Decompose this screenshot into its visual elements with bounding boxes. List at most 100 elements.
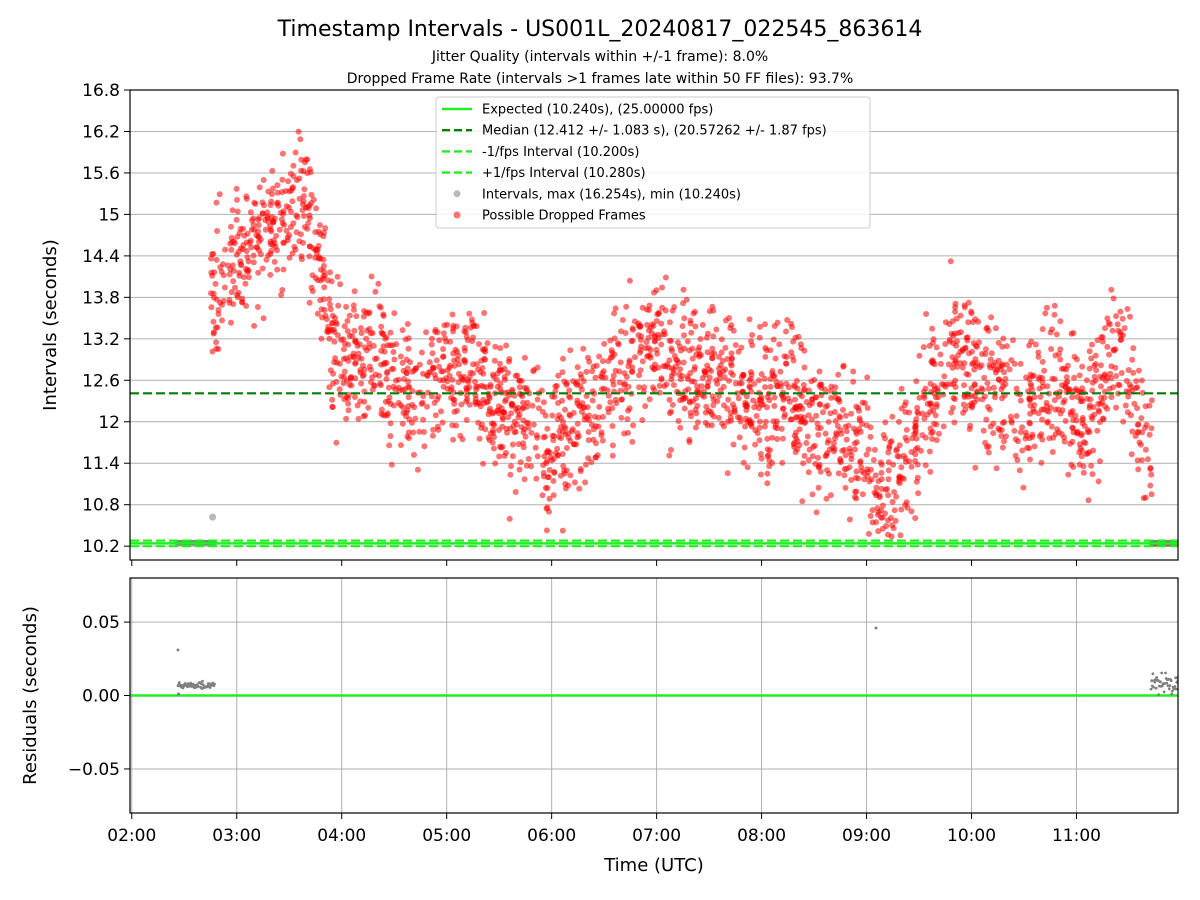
dropped-frame-point bbox=[267, 271, 274, 278]
dropped-frame-point bbox=[329, 312, 336, 319]
dropped-frame-point bbox=[494, 383, 501, 390]
dropped-frame-point bbox=[301, 213, 307, 219]
dropped-frame-point bbox=[1023, 374, 1030, 381]
dropped-frame-point bbox=[534, 434, 541, 441]
dropped-frame-point bbox=[749, 332, 756, 338]
dropped-frame-point bbox=[300, 193, 307, 199]
dropped-frame-point bbox=[710, 397, 717, 403]
dropped-frame-point bbox=[317, 222, 323, 229]
dropped-frame-point bbox=[495, 427, 502, 433]
dropped-frame-point bbox=[915, 410, 922, 417]
dropped-frame-point bbox=[1104, 405, 1111, 412]
dropped-frame-point bbox=[272, 243, 279, 250]
dropped-frame-point bbox=[764, 480, 771, 487]
dropped-frame-point bbox=[525, 420, 532, 427]
dropped-frame-point bbox=[615, 341, 622, 348]
dropped-frame-point bbox=[831, 445, 838, 452]
dropped-frame-point bbox=[742, 415, 749, 422]
dropped-frame-point bbox=[831, 409, 838, 415]
dropped-frame-point bbox=[397, 353, 404, 360]
dropped-frame-point bbox=[540, 434, 547, 441]
dropped-frame-point bbox=[1069, 438, 1076, 445]
dropped-frame-point bbox=[1079, 363, 1086, 370]
dropped-frame-point bbox=[714, 380, 721, 387]
dropped-frame-point bbox=[922, 462, 929, 469]
dropped-frame-point bbox=[815, 464, 822, 471]
dropped-frame-point bbox=[1008, 417, 1015, 424]
dropped-frame-point bbox=[1117, 329, 1124, 336]
dropped-frame-point bbox=[306, 215, 313, 222]
dropped-frame-point bbox=[1121, 325, 1128, 332]
dropped-frame-point bbox=[283, 203, 290, 210]
dropped-frame-point bbox=[209, 272, 216, 279]
dropped-frame-point bbox=[1014, 457, 1021, 463]
dropped-frame-point bbox=[1006, 366, 1013, 373]
residuals-grid: 0.05 0.00 −0.05 02:00 03:00 04:00 05:00 06:00 07… bbox=[68, 578, 1178, 846]
dropped-frame-point bbox=[875, 478, 882, 485]
dropped-frame-point bbox=[355, 415, 362, 422]
dropped-frame-point bbox=[735, 348, 742, 355]
dropped-frame-point bbox=[735, 414, 741, 421]
dropped-frame-point bbox=[1083, 377, 1090, 384]
dropped-frame-point bbox=[1026, 419, 1033, 426]
dropped-frame-point bbox=[609, 442, 616, 449]
dropped-frame-point bbox=[1079, 420, 1086, 427]
dropped-frame-point bbox=[658, 320, 665, 327]
dropped-frame-point bbox=[843, 436, 850, 443]
x-tick-label: 06:00 bbox=[527, 826, 576, 846]
jitter-quality-subtitle: Jitter Quality (intervals within +/-1 fr… bbox=[431, 49, 768, 65]
dropped-frame-point bbox=[746, 377, 753, 384]
dropped-frame-point bbox=[724, 470, 731, 477]
dropped-frame-point bbox=[1003, 361, 1010, 368]
dropped-frame-point bbox=[866, 478, 873, 485]
dropped-frame-point bbox=[213, 296, 220, 303]
dropped-frame-point bbox=[1011, 427, 1018, 434]
dropped-frame-point bbox=[1038, 459, 1045, 466]
legend-box bbox=[435, 96, 871, 229]
x-tick-label: 04:00 bbox=[317, 826, 366, 846]
dropped-frame-point bbox=[521, 354, 528, 361]
dropped-frame-point bbox=[229, 262, 236, 269]
dropped-frame-point bbox=[982, 351, 989, 357]
dropped-frame-point bbox=[492, 460, 499, 467]
dropped-frame-point bbox=[390, 383, 397, 390]
dropped-frame-point bbox=[516, 384, 523, 391]
dropped-frame-point bbox=[792, 414, 799, 421]
dropped-frame-point bbox=[353, 313, 360, 320]
dropped-frame-point bbox=[461, 344, 468, 351]
legend-label: -1/fps Interval (10.200s) bbox=[482, 145, 639, 160]
dropped-frame-point bbox=[230, 267, 237, 274]
dropped-frame-point bbox=[530, 421, 537, 428]
dropped-frame-point bbox=[546, 467, 553, 473]
dropped-frame-point bbox=[1112, 346, 1119, 353]
residual-point bbox=[201, 683, 205, 687]
dropped-frame-point bbox=[399, 359, 406, 366]
dropped-frame-point bbox=[593, 454, 599, 461]
dropped-frame-point bbox=[876, 494, 883, 501]
dropped-frame-point bbox=[325, 329, 332, 335]
dropped-frame-point bbox=[1003, 433, 1009, 440]
dropped-frame-point bbox=[273, 232, 280, 239]
dropped-frame-point bbox=[642, 345, 649, 352]
dropped-frame-point bbox=[803, 399, 810, 405]
x-tick-label: 11:00 bbox=[1052, 826, 1101, 846]
dropped-frame-point bbox=[746, 316, 753, 323]
dropped-frame-point bbox=[889, 413, 896, 420]
dropped-frame-point bbox=[233, 216, 240, 223]
dropped-frame-point bbox=[552, 450, 559, 457]
dropped-frame-point bbox=[878, 461, 885, 468]
dropped-frame-point bbox=[1125, 367, 1132, 373]
dropped-frame-point bbox=[497, 345, 504, 352]
dropped-frame-point bbox=[727, 409, 734, 416]
dropped-frame-point bbox=[1031, 402, 1038, 408]
dropped-frame-point bbox=[387, 342, 394, 349]
dropped-frame-point bbox=[225, 262, 231, 269]
dropped-frame-point bbox=[534, 396, 541, 403]
dropped-frame-point bbox=[290, 162, 297, 169]
dropped-frame-point bbox=[245, 274, 252, 281]
dropped-frame-point bbox=[982, 346, 989, 353]
dropped-frame-point bbox=[1113, 313, 1120, 320]
residual-point bbox=[1150, 679, 1154, 683]
dropped-frame-point bbox=[968, 392, 975, 399]
dropped-frame-point bbox=[801, 414, 807, 421]
